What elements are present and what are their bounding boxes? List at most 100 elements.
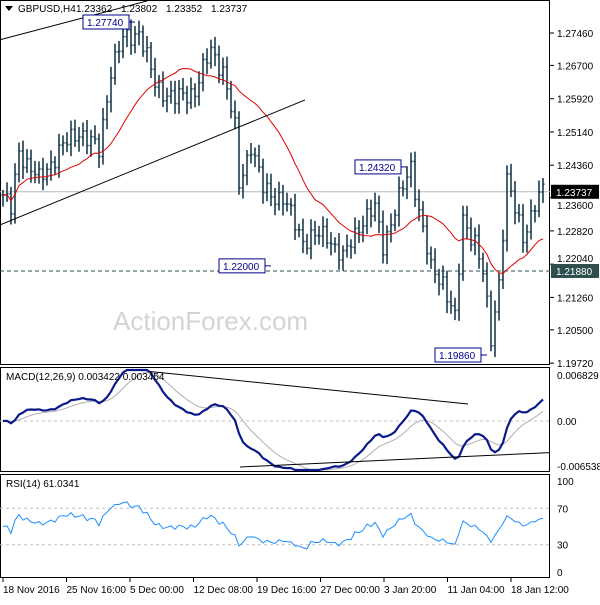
ohlc-bar <box>481 252 485 282</box>
ohlc-bar <box>489 290 493 352</box>
price-tick-label: 1.27460 <box>557 29 594 40</box>
ohlc-bar <box>297 223 301 238</box>
price-tick-label: 1.20500 <box>557 326 594 337</box>
ohlc-bar <box>161 71 165 107</box>
ohlc-bar <box>105 95 109 130</box>
rsi-label: RSI(14) 61.0341 <box>6 479 80 490</box>
ohlc-bar <box>233 100 237 130</box>
ohlc-bar <box>225 56 229 100</box>
rsi-panel: 100 70 30 0 RSI(14) 61.0341 <box>0 474 574 579</box>
support-price-tag-bg <box>551 263 599 278</box>
header-open: 1.23362 <box>76 4 113 15</box>
price-callout-label: 1.19860 <box>439 351 476 362</box>
macd-panel: 0.006829 0.00 -0.006538 MACD(12,26,9) 0.00… <box>0 367 600 473</box>
ohlc-bar <box>337 233 341 270</box>
ohlc-bar <box>145 35 149 63</box>
ohlc-bar <box>433 248 437 284</box>
ohlc-bar <box>477 224 481 269</box>
price-tick-label: 1.19720 <box>557 359 594 370</box>
callout-box <box>434 347 482 363</box>
macd-label: MACD(12,26,9) 0.003422 0.003454 <box>6 372 165 383</box>
rsi-line <box>2 501 544 550</box>
macd-trendline <box>239 452 551 468</box>
ohlc-bar <box>41 157 45 191</box>
ohlc-bar <box>181 78 185 101</box>
price-tick-label: 1.24360 <box>557 161 594 172</box>
ohlc-bar <box>369 199 373 228</box>
x-tick-label: 27 Dec 00:00 <box>321 585 381 596</box>
price-tick-label: 1.21260 <box>557 293 594 304</box>
collapse-triangle-icon[interactable] <box>5 6 13 11</box>
ohlc-bar <box>61 135 65 156</box>
ohlc-bar <box>185 85 189 115</box>
ohlc-bar <box>153 57 157 97</box>
rsi-tick-label: 100 <box>557 477 574 488</box>
ohlc-bar <box>541 178 545 203</box>
ohlc-bar <box>69 120 73 157</box>
ohlc-bar <box>113 43 117 85</box>
ohlc-bar <box>453 297 457 321</box>
ohlc-bar <box>21 140 25 179</box>
price-tick-label: 1.23600 <box>557 201 594 212</box>
ohlc-bar <box>285 192 289 212</box>
ohlc-bar <box>381 210 385 264</box>
ohlc-bar <box>169 80 173 104</box>
ohlc-bar <box>205 48 209 75</box>
ohlc-bar <box>493 300 497 358</box>
x-tick-label: 25 Nov 16:00 <box>67 585 127 596</box>
ohlc-bar <box>85 120 89 155</box>
ohlc-bar <box>89 129 93 157</box>
chart-header: GBPUSD,H4 1.23362 1.23802 1.23352 1.2373… <box>5 4 248 15</box>
ohlc-bar <box>133 26 137 54</box>
ohlc-bar <box>437 268 441 296</box>
ohlc-bar <box>121 27 125 59</box>
macd-trendline <box>149 370 469 405</box>
ohlc-bar <box>377 195 381 233</box>
ohlc-bar <box>173 80 177 114</box>
ohlc-bar <box>521 204 525 253</box>
ohlc-bar <box>449 290 453 314</box>
ohlc-bar <box>93 125 97 145</box>
ohlc-bar <box>321 216 325 248</box>
ohlc-bar <box>241 163 245 199</box>
ohlc-bar <box>441 265 445 290</box>
rsi-tick-label: 70 <box>557 504 569 515</box>
ohlc-bar <box>533 205 537 223</box>
x-tick-label: 3 Jan 20:00 <box>384 585 437 596</box>
macd-tick-label: 0.00 <box>557 417 577 428</box>
x-tick-label: 18 Nov 2016 <box>3 585 60 596</box>
ohlc-bar <box>361 215 365 243</box>
ohlc-bar <box>393 209 397 232</box>
x-tick-label: 5 Dec 00:00 <box>130 585 184 596</box>
ohlc-bar <box>409 152 413 188</box>
ohlc-bar <box>201 53 205 92</box>
x-tick-label: 18 Jan 12:00 <box>511 585 569 596</box>
ohlc-bar <box>45 163 49 186</box>
ohlc-bar <box>261 158 265 204</box>
ohlc-bar <box>77 126 81 152</box>
ohlc-bar <box>257 144 261 173</box>
ohlc-bar <box>305 233 309 255</box>
ohlc-bar <box>365 199 369 235</box>
header-close: 1.23737 <box>211 4 248 15</box>
macd-signal-line <box>2 371 544 471</box>
ohlc-bar <box>461 205 465 281</box>
ohlc-bar <box>429 246 433 269</box>
ohlc-bar <box>129 19 133 55</box>
ohlc-bar <box>445 270 449 314</box>
ohlc-bar <box>265 173 269 202</box>
ohlc-bar <box>193 83 197 108</box>
ohlc-bar <box>317 225 321 245</box>
header-low: 1.23352 <box>166 4 203 15</box>
current-price-tag: 1.23737 <box>556 188 593 199</box>
ohlc-bar <box>97 133 101 168</box>
ohlc-bar <box>217 45 221 84</box>
price-tick-label: 1.25140 <box>557 128 594 139</box>
ohlc-bar <box>277 181 281 211</box>
ohlc-bar <box>273 187 277 216</box>
ohlc-bar <box>109 66 113 113</box>
callout-box <box>218 258 266 274</box>
ohlc-bar <box>417 189 421 222</box>
ohlc-bar <box>281 184 285 216</box>
